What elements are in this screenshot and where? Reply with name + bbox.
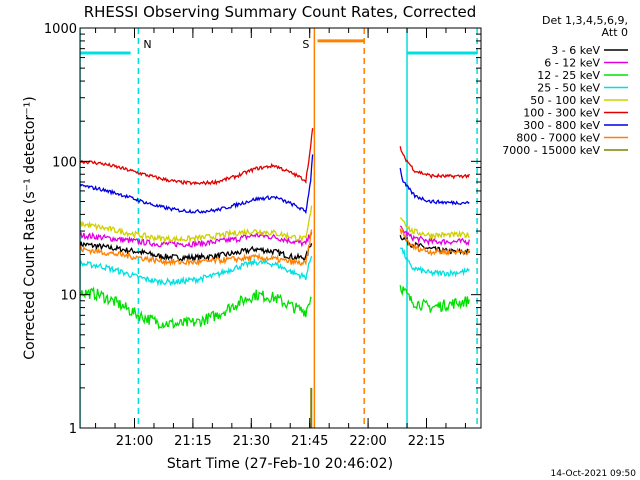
x-tick-label: 21:30 xyxy=(233,434,270,449)
series-4-line xyxy=(80,205,470,244)
series-7-line xyxy=(80,228,470,267)
series-1-line xyxy=(80,225,470,248)
y-tick-label: 1000 xyxy=(44,22,77,37)
x-tick-label: 21:45 xyxy=(291,434,328,449)
x-tick-label: 22:00 xyxy=(349,434,386,449)
legend-label: 50 - 100 keV xyxy=(530,94,600,107)
legend-header: Det 1,3,4,5,6,9, xyxy=(542,14,628,27)
x-tick-label: 21:15 xyxy=(174,434,211,449)
legend-label: 25 - 50 keV xyxy=(537,82,600,95)
y-axis-label: Corrected Count Rate (s⁻¹ detector⁻¹) xyxy=(22,96,38,359)
chart-title: RHESSI Observing Summary Count Rates, Co… xyxy=(84,3,477,21)
legend-label: 100 - 300 keV xyxy=(523,107,600,120)
legend-label: 7000 - 15000 keV xyxy=(502,144,600,157)
series-2-line xyxy=(80,285,470,330)
plot-frame xyxy=(79,27,482,429)
annotation-label-7: S xyxy=(302,38,309,51)
legend-label: 800 - 7000 keV xyxy=(516,132,600,145)
legend-label: 3 - 6 keV xyxy=(551,44,600,57)
legend-label: 6 - 12 keV xyxy=(544,57,600,70)
x-axis-label: Start Time (27-Feb-10 20:46:02) xyxy=(167,456,393,472)
x-tick-label: 22:15 xyxy=(408,434,445,449)
series-6-line xyxy=(80,154,470,215)
series-3-line xyxy=(80,247,470,287)
legend-header: Att 0 xyxy=(602,26,628,39)
axes: 1 10 100 1000 21:00 21:15 21:30 21:45 22:00 22:15 xyxy=(44,22,481,449)
footer-timestamp: 14-Oct-2021 09:50 xyxy=(551,469,637,479)
x-tick-label: 21:00 xyxy=(116,434,153,449)
y-tick-label: 100 xyxy=(52,155,77,170)
legend-label: 300 - 800 keV xyxy=(523,119,600,132)
annotation-label-4: N xyxy=(143,38,151,51)
legend-label: 12 - 25 keV xyxy=(537,69,600,82)
y-tick-label: 1 xyxy=(69,422,77,437)
y-tick-label: 10 xyxy=(60,289,77,304)
series-5-line xyxy=(80,128,470,186)
